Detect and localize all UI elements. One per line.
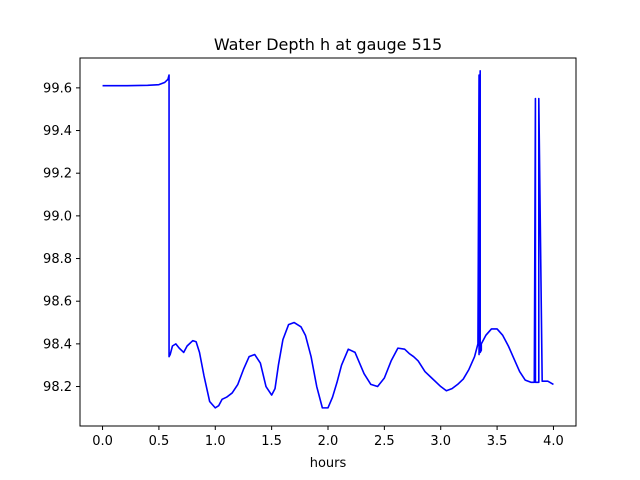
x-axis-label: hours — [310, 456, 347, 471]
y-tick-label: 99.4 — [43, 124, 72, 139]
y-tick-label: 98.4 — [43, 337, 72, 352]
y-tick-label: 99.2 — [43, 167, 72, 182]
x-tick-label: 2.0 — [318, 434, 339, 449]
x-tick-label: 1.0 — [205, 434, 226, 449]
y-tick-label: 98.6 — [43, 295, 72, 310]
y-tick-label: 98.8 — [43, 252, 72, 267]
y-tick-label: 98.2 — [43, 380, 72, 395]
x-tick-label: 2.5 — [374, 434, 395, 449]
series-layer — [102, 70, 554, 409]
x-tick-label: 3.0 — [430, 434, 451, 449]
y-tick-label: 99.6 — [43, 81, 72, 96]
y-tick-label: 99.0 — [43, 209, 72, 224]
x-tick-label: 0.0 — [92, 434, 113, 449]
x-tick-label: 1.5 — [261, 434, 282, 449]
x-tick-label: 4.0 — [543, 434, 564, 449]
x-axis: 0.0 0.5 1.0 1.5 2.0 2.5 3.0 3.5 4.0 — [92, 426, 564, 449]
y-axis: 98.2 98.4 98.6 98.8 99.0 99.2 99.4 99.6 — [43, 81, 80, 395]
chart-title: Water Depth h at gauge 515 — [214, 35, 442, 54]
x-tick-label: 0.5 — [149, 434, 170, 449]
series-line-0 — [102, 70, 554, 409]
x-tick-label: 3.5 — [487, 434, 508, 449]
